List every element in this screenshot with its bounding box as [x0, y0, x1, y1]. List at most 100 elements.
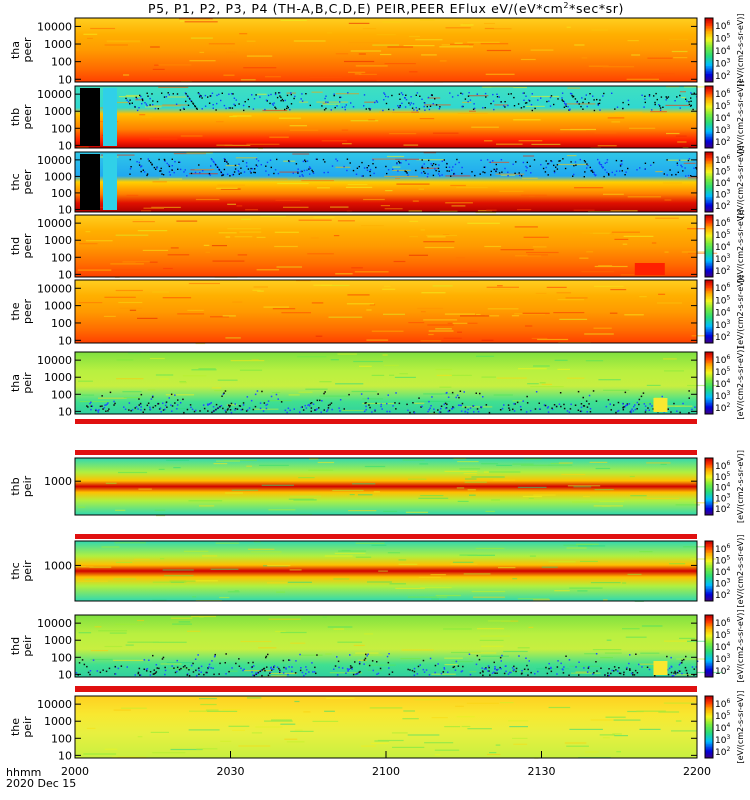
- x-footer-hhmm: hhmm: [6, 766, 42, 779]
- spectrogram-tha-peer: [75, 18, 697, 82]
- colorbar-tick-exponent: 3: [726, 653, 730, 660]
- colorbar-tick-exponent: 5: [726, 629, 730, 636]
- colorbar-tick-label: 106: [715, 543, 730, 555]
- y-label-species: peer: [21, 104, 34, 130]
- mode-gap-bar-3: [75, 534, 697, 539]
- y-tick-label: 1000: [44, 170, 72, 183]
- high-energy-speckle-thb: [80, 88, 698, 146]
- colorbar-tick-exponent: 6: [726, 543, 730, 550]
- spectrogram-thd-peir: [75, 615, 697, 677]
- colorbar-tick-exponent: 2: [726, 265, 730, 272]
- colorbar-tick-exponent: 3: [726, 390, 730, 397]
- colorbar-tick-label: 106: [715, 282, 730, 294]
- x-axis: 2000 2030 2100 2130 2200: [61, 751, 711, 778]
- y-tick-label: 10000: [37, 617, 72, 630]
- colorbar-tick-exponent: 2: [726, 331, 730, 338]
- y-tick-label: 100: [51, 317, 72, 330]
- colorbar-tick-label: 103: [715, 734, 730, 746]
- colorbar-tick-label: 106: [715, 217, 730, 229]
- colorbar-tick-label: 105: [715, 100, 730, 112]
- colorbar-tick-exponent: 5: [726, 710, 730, 717]
- panel-frame: [74, 151, 698, 213]
- colorbar-tick-exponent: 5: [726, 555, 730, 562]
- colorbar-tick-label: 102: [715, 503, 730, 515]
- colorbar-tick-label: 104: [715, 641, 730, 653]
- spectrogram-the-peer: [75, 280, 697, 343]
- y-label-species: peir: [21, 475, 34, 497]
- colorbar-tick-exponent: 3: [726, 124, 730, 131]
- y-tick-label: 100: [51, 56, 72, 69]
- colorbar-tick-exponent: 4: [726, 307, 730, 314]
- y-tick-label: 10000: [37, 20, 72, 33]
- y-tick-label: 100: [51, 187, 72, 200]
- y-label-species: peer: [21, 169, 34, 195]
- y-label-probe: thd: [9, 237, 22, 255]
- colorbar-tick-label: 105: [715, 33, 730, 45]
- x-tick-label: 2030: [217, 765, 245, 778]
- colorbar-tick-exponent: 2: [726, 70, 730, 77]
- panel-frame: [74, 457, 698, 516]
- colorbar-tick-exponent: 2: [726, 589, 730, 596]
- y-label-probe: tha: [9, 374, 22, 392]
- y-tick-label: 10000: [37, 154, 72, 167]
- y-tick-label: 10: [58, 334, 72, 347]
- y-label-probe: thc: [9, 562, 22, 579]
- colorbar-tick-label: 106: [715, 698, 730, 710]
- y-tick-label: 10000: [37, 88, 72, 101]
- texture-tha-peer: [75, 18, 688, 83]
- y-tick-label: 100: [51, 651, 72, 664]
- y-label-probe: thd: [9, 637, 22, 655]
- texture-the-peer: [78, 280, 716, 345]
- colorbar-label: [eV/(cm2-s-sr-eV)]: [736, 209, 745, 282]
- colorbar-tick-label: 102: [715, 746, 730, 758]
- colorbar-tick-label: 106: [715, 617, 730, 629]
- y-label-probe: thc: [9, 173, 22, 190]
- texture-thb-peer: [77, 86, 707, 150]
- y-tick-label: 1000: [44, 475, 72, 488]
- panel-frame: [74, 614, 698, 678]
- colorbar-tick-label: 104: [715, 241, 730, 253]
- colorbar-tick-label: 105: [715, 366, 730, 378]
- colorbar-tick-label: 103: [715, 189, 730, 201]
- colorbar-tick-exponent: 3: [726, 58, 730, 65]
- y-tick-label: 1000: [44, 715, 72, 728]
- colorbar-tick-label: 104: [715, 45, 730, 57]
- spectrogram-thd-peer: [75, 215, 697, 277]
- colorbar-tick-label: 102: [715, 402, 730, 414]
- y-tick-label: 10: [58, 73, 72, 86]
- y-tick-label: 10000: [37, 698, 72, 711]
- mode-gap-bar-4: [75, 686, 697, 692]
- colorbar-tick-label: 105: [715, 629, 730, 641]
- colorbar-label: [eV/(cm2-s-sr-eV)]: [736, 690, 745, 763]
- colorbar-tick-exponent: 6: [726, 617, 730, 624]
- colorbar-tick-exponent: 6: [726, 154, 730, 161]
- y-tick-label: 1000: [44, 105, 72, 118]
- y-label-probe: thb: [9, 477, 22, 495]
- colorbar-tick-exponent: 5: [726, 366, 730, 373]
- y-tick-label: 1000: [44, 38, 72, 51]
- texture-thc-peir: [75, 541, 717, 602]
- x-tick-label: 2200: [683, 765, 711, 778]
- colorbar-tick-exponent: 2: [726, 746, 730, 753]
- y-tick-label: 100: [51, 732, 72, 745]
- colorbar-tick-label: 105: [715, 166, 730, 178]
- y-tick-label: 10: [58, 268, 72, 281]
- colorbar-tick-label: 104: [715, 112, 730, 124]
- colorbar-label: [eV/(cm2-s-sr-eV)]: [736, 534, 745, 607]
- colorbar-tick-exponent: 3: [726, 492, 730, 499]
- colorbar-tick-exponent: 3: [726, 319, 730, 326]
- colorbar-label: [eV/(cm2-s-sr-eV)]: [736, 609, 745, 682]
- y-label-species: peer: [21, 37, 34, 63]
- panel-frame: [74, 214, 698, 278]
- colorbar-tick-exponent: 6: [726, 20, 730, 27]
- y-tick-label: 100: [51, 122, 72, 135]
- colorbar-tick-exponent: 2: [726, 503, 730, 510]
